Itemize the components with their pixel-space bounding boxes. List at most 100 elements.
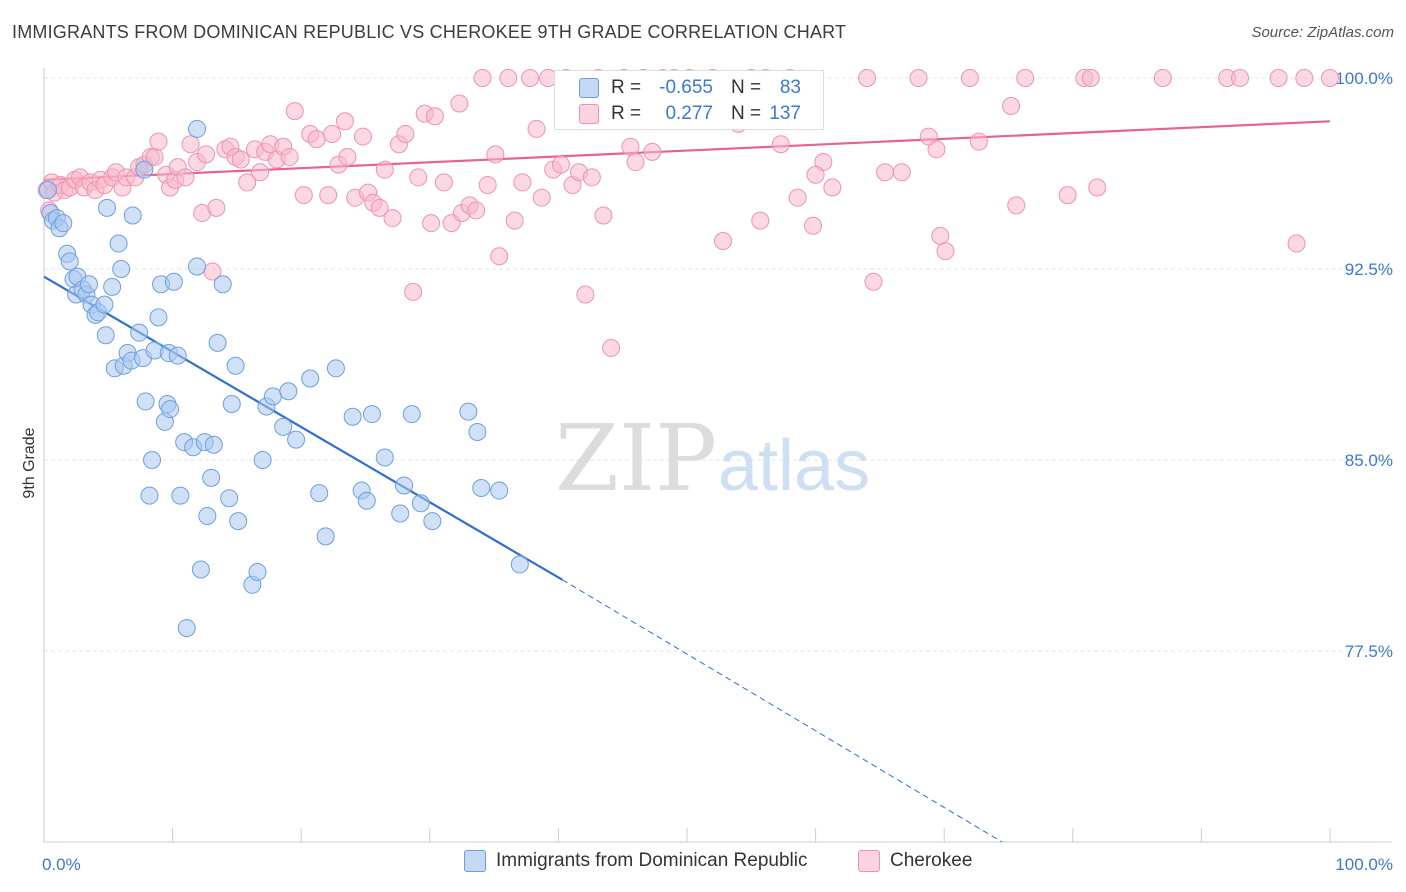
point-cherokee	[788, 188, 807, 207]
point-immigrants	[80, 275, 99, 294]
watermark-atlas: atlas	[718, 426, 870, 506]
point-cherokee	[307, 130, 326, 149]
point-cherokee	[1321, 69, 1339, 87]
point-immigrants	[411, 494, 430, 513]
point-immigrants	[213, 275, 232, 294]
point-cherokee	[621, 137, 640, 156]
point-cherokee	[864, 272, 883, 291]
point-immigrants	[253, 451, 272, 469]
point-immigrants	[362, 405, 381, 424]
point-immigrants	[140, 486, 159, 505]
point-immigrants	[343, 407, 362, 426]
point-immigrants	[310, 484, 329, 503]
point-immigrants	[168, 346, 187, 365]
legend-item-cherokee[interactable]: Cherokee	[858, 850, 972, 872]
point-immigrants	[171, 486, 190, 505]
point-cherokee	[1230, 69, 1249, 87]
point-immigrants	[202, 468, 221, 487]
x-tick-label: 0.0%	[42, 855, 81, 874]
series-immigrants	[38, 119, 529, 638]
chart-title: IMMIGRANTS FROM DOMINICAN REPUBLIC VS CH…	[12, 22, 847, 42]
point-cherokee	[1002, 97, 1021, 116]
stats-r-label: R =	[611, 103, 642, 124]
point-cherokee	[490, 247, 509, 266]
point-cherokee	[425, 107, 444, 126]
legend-item-immigrants[interactable]: Immigrants from Dominican Republic	[464, 850, 808, 872]
point-cherokee	[931, 226, 950, 245]
point-immigrants	[130, 323, 149, 342]
point-immigrants	[198, 507, 217, 526]
point-cherokee	[323, 125, 342, 144]
point-immigrants	[96, 326, 115, 345]
y-tick-label: 77.5%	[1345, 642, 1393, 661]
point-cherokee	[823, 178, 842, 197]
point-cherokee	[714, 231, 733, 250]
point-immigrants	[123, 206, 142, 225]
point-cherokee	[238, 173, 257, 192]
point-cherokee	[1269, 69, 1288, 87]
point-cherokee	[370, 198, 389, 217]
point-cherokee	[602, 338, 621, 357]
stats-r-value: 0.277	[665, 103, 713, 124]
point-immigrants	[112, 260, 131, 278]
legend-swatch-cherokee	[858, 850, 880, 872]
point-immigrants	[326, 359, 345, 378]
point-cherokee	[409, 168, 428, 187]
trend-immigrants	[43, 275, 1003, 843]
point-immigrants	[402, 405, 421, 424]
point-cherokee	[422, 214, 441, 233]
point-cherokee	[1153, 69, 1172, 87]
point-cherokee	[858, 69, 877, 87]
point-immigrants	[510, 555, 529, 574]
point-immigrants	[38, 181, 57, 200]
point-cherokee	[338, 147, 357, 166]
point-cherokee	[486, 145, 505, 164]
point-immigrants	[204, 435, 223, 454]
point-immigrants	[468, 422, 487, 441]
point-immigrants	[459, 402, 478, 421]
point-cherokee	[643, 142, 662, 161]
point-cherokee	[1007, 196, 1026, 215]
point-cherokee	[582, 168, 601, 187]
point-cherokee	[285, 102, 304, 121]
point-immigrants	[263, 387, 282, 406]
point-cherokee	[176, 168, 195, 187]
point-cherokee	[478, 175, 497, 194]
point-immigrants	[423, 512, 442, 531]
point-cherokee	[404, 282, 423, 301]
point-cherokee	[1016, 69, 1035, 87]
point-cherokee	[383, 209, 402, 228]
point-immigrants	[109, 234, 128, 253]
legend-swatch-immigrants	[464, 850, 486, 872]
stats-r-label: R =	[611, 77, 642, 98]
point-cherokee	[207, 198, 226, 217]
point-cherokee	[505, 211, 524, 230]
point-cherokee	[450, 94, 469, 113]
point-cherokee	[521, 69, 540, 87]
point-cherokee	[936, 242, 955, 261]
point-cherokee	[335, 112, 354, 131]
point-cherokee	[771, 135, 790, 154]
point-cherokee	[626, 153, 645, 172]
point-cherokee	[149, 132, 168, 151]
point-immigrants	[208, 333, 227, 352]
stats-box: R = -0.655 N = 83 R = 0.277 N = 137	[554, 70, 824, 130]
point-cherokee	[251, 163, 270, 182]
stats-row-cherokee: R = 0.277 N = 137	[555, 101, 823, 127]
point-immigrants	[103, 277, 122, 296]
point-immigrants	[164, 272, 183, 291]
y-tick-label: 100.0%	[1335, 69, 1393, 88]
point-cherokee	[319, 186, 338, 205]
stats-n-value: 137	[769, 103, 801, 124]
point-immigrants	[98, 198, 117, 217]
point-cherokee	[909, 69, 928, 87]
stats-n-value: 83	[779, 77, 801, 98]
point-immigrants	[136, 392, 155, 411]
point-immigrants	[226, 356, 245, 375]
point-immigrants	[391, 504, 410, 523]
point-immigrants	[177, 619, 196, 638]
stats-swatch-cherokee	[579, 104, 599, 124]
stats-n-label: N =	[731, 103, 762, 124]
legend: Immigrants from Dominican Republic Chero…	[0, 850, 1406, 878]
point-cherokee	[751, 211, 770, 230]
